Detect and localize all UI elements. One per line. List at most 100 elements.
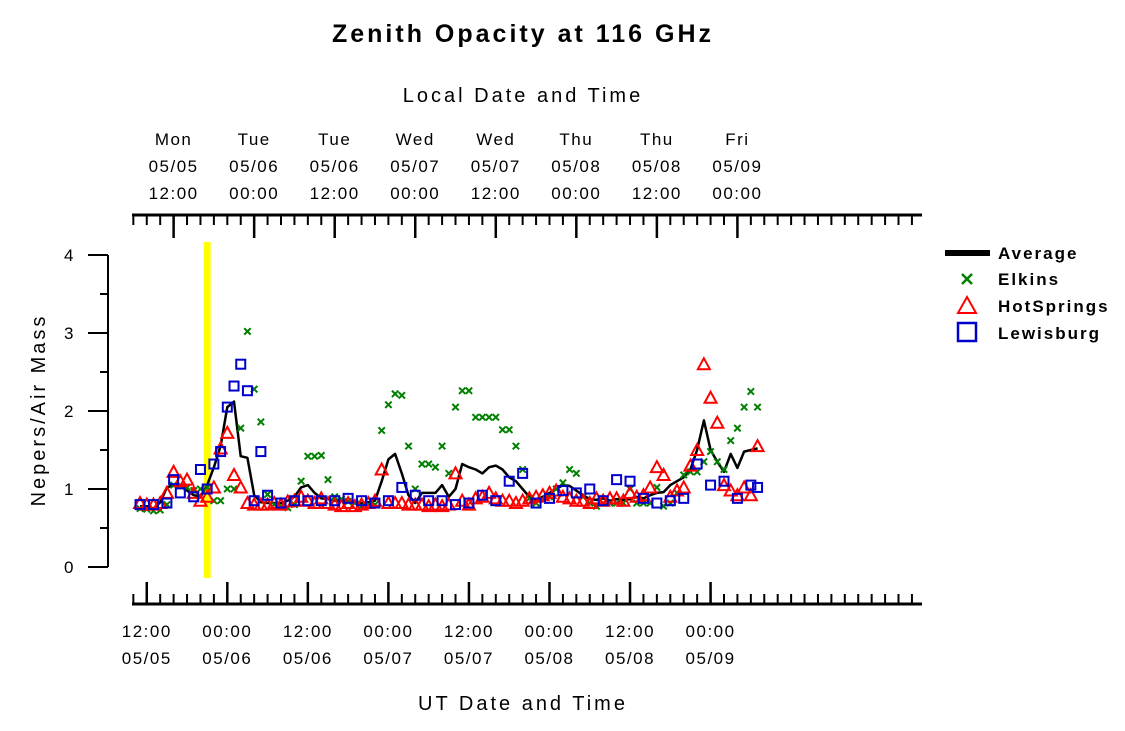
hotsprings-point bbox=[723, 482, 739, 497]
lewisburg-point bbox=[557, 485, 569, 497]
lewisburg-point bbox=[194, 464, 206, 475]
top-tick-day-label: Wed bbox=[396, 130, 435, 149]
elkins-point bbox=[404, 442, 413, 451]
top-tick-day-label: Tue bbox=[318, 130, 351, 149]
lewisburg-point bbox=[705, 479, 717, 491]
legend-triangle-swatch bbox=[956, 294, 978, 314]
elkins-point bbox=[505, 425, 514, 434]
elkins-point bbox=[424, 460, 433, 468]
elkins-point bbox=[458, 386, 467, 395]
elkins-point bbox=[465, 386, 473, 395]
lewisburg-point bbox=[450, 499, 462, 511]
top-tick-time-label: 12:00 bbox=[471, 184, 521, 203]
elkins-point bbox=[512, 442, 520, 451]
top-tick-date-label: 05/06 bbox=[229, 157, 279, 176]
elkins-point bbox=[431, 463, 440, 472]
lewisburg-point bbox=[356, 495, 368, 507]
lewisburg-point bbox=[409, 489, 421, 501]
top-tick-date-label: 05/06 bbox=[310, 157, 360, 176]
top-tick-day-label: Fri bbox=[725, 130, 749, 149]
lewisburg-point bbox=[215, 446, 227, 458]
y-tick-label: 4 bbox=[64, 246, 75, 265]
hotsprings-point bbox=[199, 488, 215, 503]
elkins-point bbox=[720, 465, 728, 474]
top-tick-time-label: 00:00 bbox=[229, 184, 279, 203]
hotsprings-point bbox=[179, 471, 195, 486]
lewisburg-point bbox=[228, 380, 240, 392]
lewisburg-point bbox=[288, 495, 300, 507]
hotsprings-point bbox=[132, 494, 148, 510]
hotsprings-point bbox=[615, 492, 632, 507]
lewisburg-point bbox=[745, 479, 757, 491]
lewisburg-point bbox=[584, 483, 596, 495]
legend-x-swatch bbox=[961, 273, 973, 285]
lewisburg-point bbox=[382, 495, 394, 507]
lewisburg-point bbox=[241, 385, 253, 397]
top-tick-date-label: 05/05 bbox=[149, 157, 199, 176]
elkins-point bbox=[713, 457, 722, 466]
top-tick-date-label: 05/08 bbox=[551, 157, 601, 176]
hotsprings-point bbox=[165, 463, 182, 478]
bottom-tick-date-label: 05/06 bbox=[283, 649, 333, 668]
lewisburg-point bbox=[248, 495, 260, 507]
lewisburg-point bbox=[731, 492, 743, 504]
elkins-point bbox=[753, 403, 762, 412]
bottom-tick-time-label: 12:00 bbox=[605, 622, 655, 641]
lewisburg-point bbox=[302, 495, 314, 507]
elkins-point bbox=[471, 413, 480, 422]
top-tick-day-label: Mon bbox=[155, 130, 193, 149]
bottom-tick-time-label: 00:00 bbox=[202, 622, 252, 641]
legend-label: Elkins bbox=[998, 270, 1060, 289]
elkins-point bbox=[317, 451, 326, 460]
lewisburg-point bbox=[262, 489, 274, 501]
bottom-axis-label: UT Date and Time bbox=[418, 693, 628, 715]
bottom-tick-date-label: 05/07 bbox=[363, 649, 413, 668]
lewisburg-point bbox=[517, 467, 529, 479]
hotsprings-point bbox=[488, 490, 504, 505]
lewisburg-point bbox=[476, 489, 488, 501]
hotsprings-point bbox=[689, 441, 705, 456]
elkins-point bbox=[726, 436, 735, 445]
top-tick-time-label: 12:00 bbox=[149, 184, 199, 203]
top-tick-time-label: 00:00 bbox=[551, 184, 601, 203]
top-tick-date-label: 05/07 bbox=[390, 157, 440, 176]
elkins-point bbox=[559, 478, 567, 487]
hotsprings-point bbox=[394, 494, 410, 510]
hotsprings-point bbox=[555, 488, 571, 503]
bottom-tick-date-label: 05/06 bbox=[202, 649, 252, 668]
lewisburg-point bbox=[168, 474, 180, 486]
top-tick-day-label: Thu bbox=[559, 130, 593, 149]
elkins-point bbox=[572, 469, 581, 478]
top-tick-time-label: 12:00 bbox=[632, 184, 682, 203]
hotsprings-point bbox=[655, 466, 672, 481]
bottom-tick-date-label: 05/05 bbox=[122, 649, 172, 668]
y-tick-label: 3 bbox=[64, 324, 75, 343]
legend: Average Elkins HotSprings Lewisburg bbox=[945, 244, 1108, 343]
lewisburg-point bbox=[436, 495, 448, 507]
elkins-point bbox=[310, 452, 319, 461]
lewisburg-point bbox=[611, 474, 623, 486]
lewisburg-point bbox=[342, 492, 354, 504]
bottom-tick-date-label: 05/08 bbox=[524, 649, 574, 668]
lewisburg-point bbox=[490, 495, 502, 507]
hotsprings-point bbox=[749, 438, 766, 453]
hotsprings-point bbox=[642, 479, 658, 494]
top-tick-day-label: Wed bbox=[476, 130, 515, 149]
lewisburg-point bbox=[503, 475, 515, 487]
hotsprings-point bbox=[743, 487, 759, 502]
lewisburg-point bbox=[637, 492, 649, 504]
hotsprings-point bbox=[226, 466, 242, 481]
lewisburg-point bbox=[396, 481, 408, 493]
hotsprings-point bbox=[622, 484, 638, 499]
lewisburg-point bbox=[369, 497, 381, 509]
elkins-point bbox=[397, 391, 406, 400]
elkins-point bbox=[418, 460, 426, 468]
hotsprings-point bbox=[501, 492, 517, 507]
elkins-point bbox=[243, 327, 252, 336]
elkins-point bbox=[324, 475, 332, 484]
elkins-point bbox=[303, 452, 312, 461]
lewisburg-point bbox=[161, 497, 173, 509]
lewisburg-point bbox=[624, 475, 636, 487]
elkins-point bbox=[297, 477, 306, 486]
